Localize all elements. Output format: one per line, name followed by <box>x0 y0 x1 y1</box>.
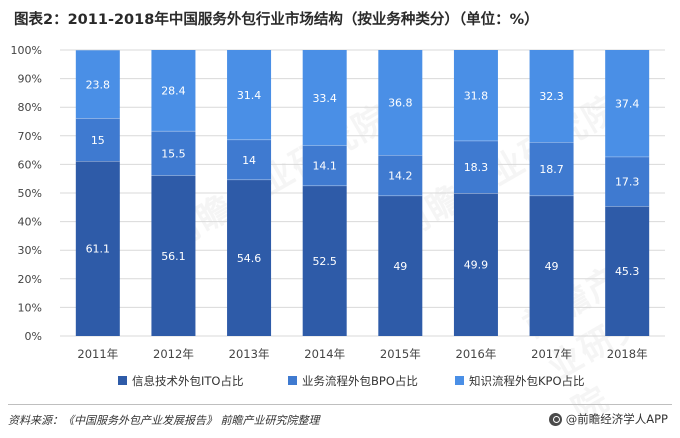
y-tick-label: 30% <box>18 244 42 257</box>
x-tick-label: 2014年 <box>304 347 345 361</box>
y-tick-label: 0% <box>25 330 42 343</box>
bar-segment <box>529 142 574 196</box>
bar-segment <box>151 131 196 176</box>
y-tick-label: 10% <box>18 301 42 314</box>
bar-segment <box>227 139 272 180</box>
legend-label: 知识流程外包KPO占比 <box>469 374 585 388</box>
data-label: 14.1 <box>312 160 337 173</box>
x-tick-label: 2018年 <box>607 347 648 361</box>
data-label: 31.4 <box>237 89 262 102</box>
x-tick-label: 2015年 <box>380 347 421 361</box>
bar-segment <box>605 50 650 157</box>
data-label: 14.2 <box>388 170 413 183</box>
bar-segment <box>453 193 498 336</box>
y-tick-label: 70% <box>18 130 42 143</box>
data-label: 14 <box>242 154 256 167</box>
data-label: 56.1 <box>161 250 186 263</box>
x-tick-label: 2012年 <box>153 347 194 361</box>
data-label: 18.7 <box>539 163 564 176</box>
data-label: 32.3 <box>539 90 564 103</box>
bar-segment <box>227 50 272 140</box>
y-tick-label: 60% <box>18 158 42 171</box>
source-note: 资料来源：《中国服务外包产业发展报告》 前瞻产业研究院整理 <box>8 414 320 427</box>
data-label: 31.8 <box>464 89 489 102</box>
data-label: 49 <box>545 260 559 273</box>
data-label: 15 <box>91 134 105 147</box>
bar-segment <box>151 50 196 132</box>
legend-swatch <box>118 376 127 385</box>
data-label: 23.8 <box>86 78 111 91</box>
bar-segment <box>453 50 498 141</box>
x-tick-label: 2013年 <box>229 347 270 361</box>
y-tick-label: 20% <box>18 273 42 286</box>
legend-swatch <box>455 376 464 385</box>
data-label: 61.1 <box>86 243 111 256</box>
x-tick-label: 2011年 <box>77 347 118 361</box>
bar-segment <box>75 118 120 162</box>
y-tick-label: 50% <box>18 187 42 200</box>
data-label: 15.5 <box>161 147 186 160</box>
bar-segment <box>75 161 120 336</box>
data-label: 49.9 <box>464 259 489 272</box>
legend-label: 业务流程外包BPO占比 <box>302 374 418 388</box>
bar-segment <box>453 140 498 194</box>
footer: 资料来源：《中国服务外包产业发展报告》 前瞻产业研究院整理 @前瞻经济学人APP <box>0 404 680 434</box>
y-tick-label: 90% <box>18 73 42 86</box>
data-label: 17.3 <box>615 176 640 189</box>
bar-segment <box>302 50 347 146</box>
brand-logo-icon <box>548 412 562 426</box>
y-tick-label: 100% <box>11 44 42 57</box>
brand-label: @前瞻经济学人APP <box>565 412 668 426</box>
x-tick-label: 2017年 <box>531 347 572 361</box>
brand: @前瞻经济学人APP <box>548 411 668 427</box>
y-tick-label: 40% <box>18 216 42 229</box>
bar-segment <box>605 206 650 336</box>
y-tick-label: 80% <box>18 101 42 114</box>
bar-segment <box>378 155 423 196</box>
data-label: 18.3 <box>464 161 489 174</box>
data-label: 37.4 <box>615 97 640 110</box>
bar-segment <box>227 179 272 336</box>
bar-segment <box>302 185 347 336</box>
bar-segment <box>605 156 650 207</box>
footer-divider <box>8 404 672 405</box>
data-label: 49 <box>393 260 407 273</box>
data-label: 36.8 <box>388 97 413 110</box>
stacked-bar-chart: 0% 10% 20% 30% 40% 50% 60% 70% 80% 90% 100% 61.1 15 2… <box>11 44 665 388</box>
x-tick-label: 2016年 <box>456 347 497 361</box>
bar-segment <box>151 175 196 336</box>
data-label: 33.4 <box>312 92 337 105</box>
bar-segment <box>302 145 347 186</box>
bar-segment <box>378 195 423 336</box>
data-label: 54.6 <box>237 252 262 265</box>
data-label: 28.4 <box>161 85 186 98</box>
legend-label: 信息技术外包ITO占比 <box>132 374 243 388</box>
bar-segment <box>75 50 120 119</box>
chart-title: 图表2：2011-2018年中国服务外包行业市场结构（按业务种类分）（单位：%） <box>14 12 539 28</box>
data-label: 52.5 <box>312 255 337 268</box>
bar-segment <box>529 195 574 336</box>
legend-swatch <box>288 376 297 385</box>
bar-segment <box>378 50 423 156</box>
data-label: 45.3 <box>615 265 640 278</box>
bar-segment <box>529 50 574 143</box>
